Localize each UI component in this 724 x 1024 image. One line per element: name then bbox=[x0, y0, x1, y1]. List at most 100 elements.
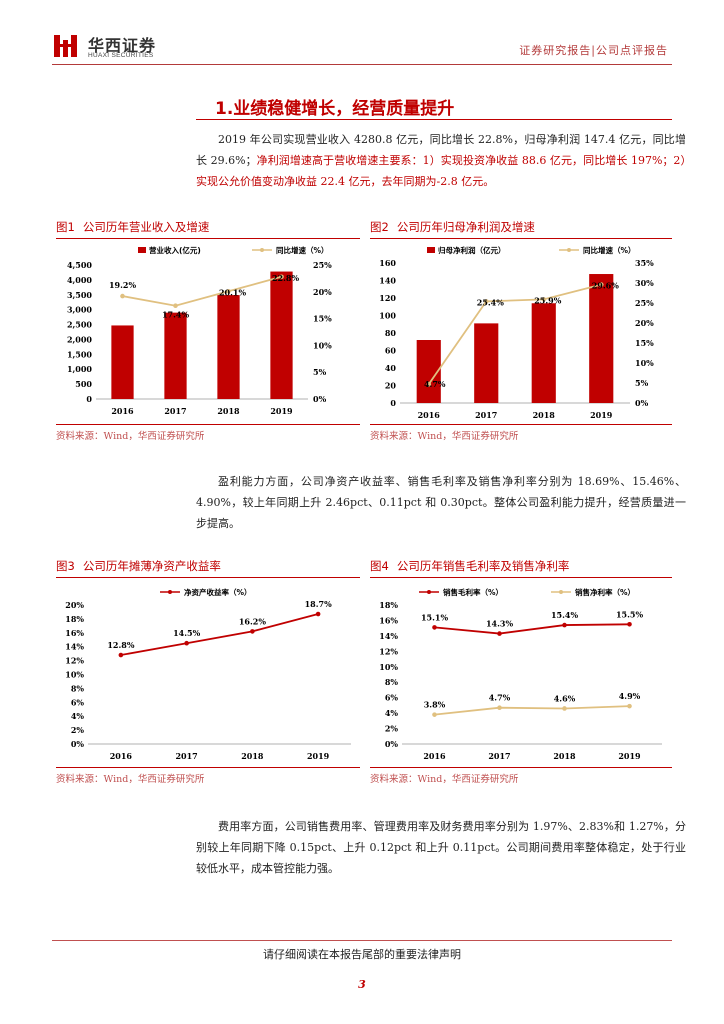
data-point bbox=[315, 611, 321, 617]
y-tick-label: 6% bbox=[385, 693, 399, 703]
y-tick-label: 0 bbox=[86, 394, 92, 404]
figure-3-chart: 0% 2% 4% 6% 8% 10% 12% 14% 16% 18% 20% 2016 2017 2018… bbox=[65, 587, 351, 761]
y-tick-label: 0% bbox=[385, 739, 399, 749]
y2-tick-label: 25% bbox=[313, 260, 332, 270]
y-tick-label: 100 bbox=[379, 311, 396, 321]
y-tick-label: 3,500 bbox=[67, 290, 92, 300]
data-label: 4.6% bbox=[554, 693, 576, 703]
x-tick-label: 2016 bbox=[111, 406, 134, 416]
y-tick-label: 1,000 bbox=[67, 364, 92, 374]
data-point bbox=[118, 652, 124, 658]
y-tick-label: 120 bbox=[379, 293, 396, 303]
y-tick-label: 4% bbox=[71, 711, 85, 721]
data-point bbox=[541, 297, 547, 302]
data-point bbox=[627, 622, 632, 627]
y-tick-label: 10% bbox=[379, 662, 398, 672]
figure-3-caption: 公司历年摊薄净资产收益率 bbox=[82, 559, 221, 573]
data-point bbox=[483, 299, 489, 304]
figure-2-number: 图2 bbox=[370, 220, 389, 234]
y2-tick-label: 5% bbox=[635, 378, 649, 388]
data-point bbox=[598, 282, 604, 287]
y-tick-label: 0% bbox=[71, 739, 85, 749]
company-logo: 华西证券 HUAXI SECURITIES bbox=[52, 30, 155, 64]
y-tick-label: 10% bbox=[65, 670, 84, 680]
legend-label: 同比增速（%） bbox=[276, 245, 329, 255]
data-point bbox=[432, 712, 437, 717]
data-point bbox=[120, 293, 125, 299]
y2-tick-label: 0% bbox=[635, 398, 649, 408]
paragraph-profitability: 盈利能力方面，公司净资产收益率、销售毛利率及销售净利率分别为 18.69%、15… bbox=[196, 475, 686, 530]
y2-tick-label: 15% bbox=[313, 314, 332, 324]
figure-3-title: 图3 公司历年摊薄净资产收益率 bbox=[56, 558, 221, 574]
legend-swatch-marker bbox=[260, 248, 264, 252]
y-tick-label: 18% bbox=[65, 614, 84, 624]
y-tick-label: 160 bbox=[379, 258, 396, 268]
legend-label: 营业收入(亿元) bbox=[149, 245, 201, 255]
x-tick-label: 2017 bbox=[175, 751, 197, 761]
data-label: 17.4% bbox=[162, 310, 189, 320]
logo-chinese-name: 华西证券 bbox=[88, 36, 157, 55]
legend-label: 归母净利润（亿元） bbox=[438, 245, 506, 255]
bar-2016 bbox=[111, 325, 134, 399]
y-tick-label: 16% bbox=[379, 615, 398, 625]
x-tick-label: 2019 bbox=[270, 406, 293, 416]
y2-tick-label: 35% bbox=[635, 258, 654, 268]
figure-4-title: 图4 公司历年销售毛利率及销售净利率 bbox=[370, 558, 569, 574]
legend-label: 净资产收益率（%） bbox=[184, 587, 252, 597]
legend-swatch-marker bbox=[168, 590, 172, 594]
data-label: 19.2% bbox=[109, 280, 136, 290]
section-title: 1.业绩稳健增长，经营质量提升 bbox=[215, 99, 455, 119]
x-tick-label: 2018 bbox=[533, 410, 556, 420]
data-label: 4.7% bbox=[424, 379, 446, 389]
report-type: 证券研究报告|公司点评报告 bbox=[519, 44, 668, 57]
figure-4-caption: 公司历年销售毛利率及销售净利率 bbox=[396, 559, 570, 573]
figure-2-source: 资料来源：Wind，华西证券研究所 bbox=[370, 431, 519, 442]
figure-1-bottom-rule bbox=[56, 424, 360, 425]
bar-2017 bbox=[164, 312, 187, 399]
data-label: 3.8% bbox=[424, 700, 446, 710]
data-label: 14.3% bbox=[486, 619, 513, 629]
bar-2019 bbox=[589, 274, 614, 403]
y-tick-label: 140 bbox=[379, 276, 396, 286]
x-tick-label: 2018 bbox=[241, 751, 264, 761]
figure-2-bottom-rule bbox=[370, 424, 672, 425]
y-tick-label: 3,000 bbox=[67, 305, 92, 315]
series-line-1 bbox=[434, 705, 630, 716]
x-tick-label: 2019 bbox=[307, 751, 330, 761]
section-underline bbox=[196, 119, 672, 120]
figure-1-title: 图1 公司历年营业收入及增速 bbox=[56, 219, 209, 235]
paragraph-performance: 2019 年公司实现营业收入 4280.8 亿元，同比增长 22.8%，归母净利… bbox=[196, 129, 686, 192]
data-label: 4.9% bbox=[619, 691, 641, 701]
y-tick-label: 80 bbox=[385, 328, 397, 338]
data-point bbox=[497, 705, 502, 711]
x-tick-label: 2017 bbox=[164, 406, 186, 416]
series-line-0 bbox=[120, 613, 319, 656]
bar-2018 bbox=[531, 303, 556, 403]
data-label: 15.1% bbox=[421, 612, 448, 622]
y-tick-label: 8% bbox=[71, 683, 85, 693]
figure-4-source: 资料来源：Wind，华西证券研究所 bbox=[370, 774, 519, 785]
figure-1-chart: 0 500 1,000 1,500 2,000 2,500 3,000 3,500 4,000 4… bbox=[67, 245, 332, 416]
y-tick-label: 4,500 bbox=[67, 260, 92, 270]
data-point bbox=[562, 706, 567, 711]
bar-2017 bbox=[474, 323, 499, 403]
paragraph-performance-highlight: 净利润增速高于营收增速主要系：1）实现投资净收益 88.6 亿元，同比增长 19… bbox=[196, 154, 686, 188]
y-tick-label: 4% bbox=[385, 708, 399, 718]
data-label: 18.7% bbox=[305, 599, 332, 609]
y-tick-label: 12% bbox=[379, 646, 398, 656]
legend-swatch-bar bbox=[427, 247, 435, 253]
x-tick-label: 2018 bbox=[217, 406, 240, 416]
y2-tick-label: 25% bbox=[635, 298, 654, 308]
paragraph-expenses: 费用率方面，公司销售费用率、管理费用率及财务费用率分别为 1.97%、2.83%… bbox=[196, 820, 686, 875]
data-label: 29.6% bbox=[592, 281, 619, 291]
y-tick-label: 18% bbox=[379, 600, 398, 610]
data-label: 20.1% bbox=[219, 287, 246, 297]
y-tick-label: 1,500 bbox=[67, 349, 92, 359]
y-tick-label: 16% bbox=[65, 628, 84, 638]
figure-1-source: 资料来源：Wind，华西证券研究所 bbox=[56, 431, 205, 442]
figure-2-caption: 公司历年归母净利润及增速 bbox=[396, 220, 535, 234]
data-point bbox=[426, 381, 432, 387]
y-tick-label: 14% bbox=[379, 631, 398, 641]
data-label: 4.7% bbox=[489, 693, 511, 703]
y-tick-label: 2,500 bbox=[67, 320, 92, 330]
